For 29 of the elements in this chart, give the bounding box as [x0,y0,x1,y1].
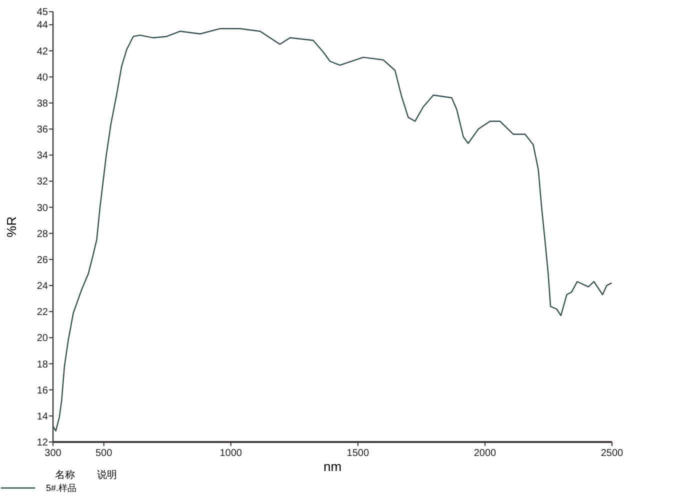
y-tick-label: 40 [36,72,48,84]
legend: 名称 说明 5#.样品 [1,470,117,493]
y-tick-label: 45 [36,7,48,18]
y-tick-label: 38 [36,98,48,110]
x-tick-label: 300 [44,448,62,459]
y-tick-label: 22 [36,307,48,318]
y-tick-label: 44 [36,20,48,32]
x-tick-label: 500 [95,448,113,459]
x-tick-label: 1000 [220,448,242,459]
y-tick-label: 18 [36,359,48,370]
y-tick-label: 28 [36,228,48,240]
y-tick-label: 26 [36,254,48,266]
y-tick-label: 20 [36,333,48,344]
y-tick-label: 14 [36,411,48,422]
y-tick-label: 36 [36,124,48,136]
x-tick-label: 2500 [600,448,624,459]
y-tick-label: 12 [36,438,48,448]
x-tick-label: 1500 [346,448,370,459]
x-axis-title: nm [323,459,342,474]
y-tick-label: 34 [36,150,48,162]
y-tick-label: 32 [36,176,48,188]
y-axis-title: %R [4,216,19,238]
x-tick-label: 2000 [474,448,497,459]
legend-title: 名称 [55,469,75,481]
legend-label: 5#.样品 [46,483,77,493]
y-tick-label: 24 [36,281,48,292]
y-tick-label: 42 [36,46,48,58]
y-tick-label: 16 [36,385,48,396]
y-tick-label: 30 [36,202,48,214]
